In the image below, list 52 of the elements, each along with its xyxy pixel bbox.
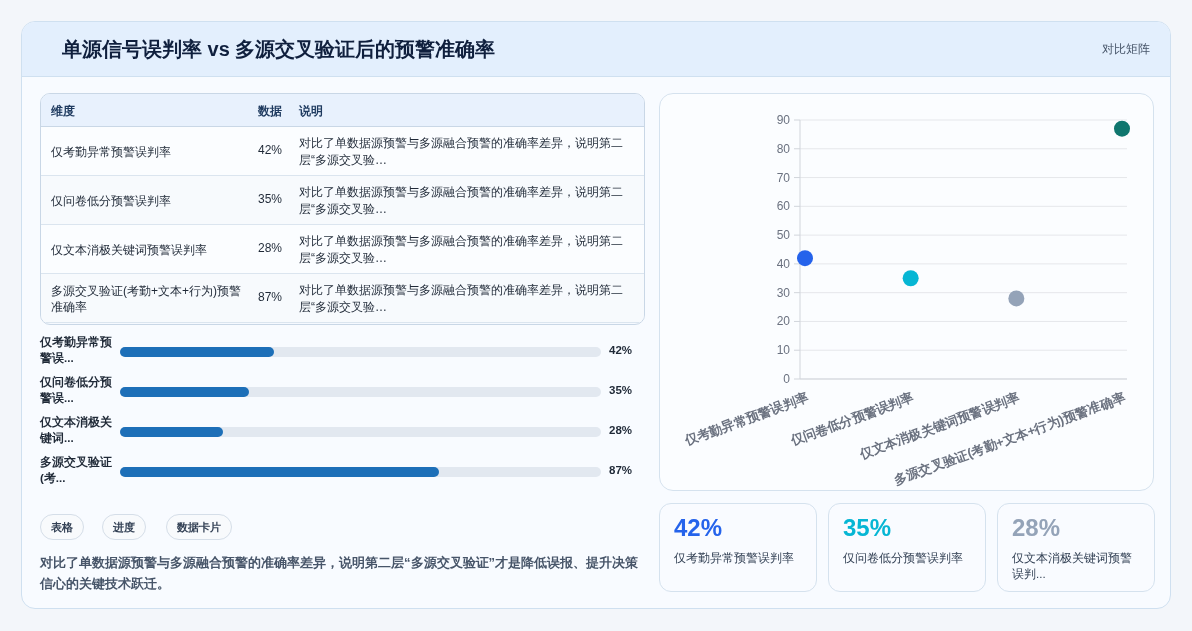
y-tick-label: 30 — [776, 285, 791, 300]
category-label: 仅问卷低分预警误... — [40, 376, 112, 404]
category-label: 仅问卷低分预警误判率 — [51, 192, 172, 210]
text: 单源信号误判率 vs 多源交叉验证后的预警准确率 — [62, 37, 496, 62]
text: 数据卡片 — [166, 514, 232, 540]
text: 对比了单数据源预警与多源融合预警的准确率差异，说明第二层“多源交叉验… — [299, 184, 624, 218]
text: 28% — [1012, 514, 1061, 541]
data-label: 87% — [609, 464, 633, 476]
category-label: 仅文本消极关键词预警误判... — [1012, 551, 1133, 582]
y-tick-label: 70 — [776, 170, 791, 185]
text: 表格 — [40, 514, 84, 540]
text: 维度 — [51, 103, 75, 120]
y-tick-label: 20 — [776, 314, 791, 329]
text: 87% — [258, 290, 283, 304]
category-label: 仅文本消极关键词预警误判率 — [51, 241, 208, 259]
data-label: 35% — [609, 384, 633, 396]
text: 对比了单数据源预警与多源融合预警的准确率差异，说明第二层“多源交叉验… — [299, 282, 624, 316]
category-label: 仅考勤异常预警误判率 — [51, 143, 172, 161]
category-label: 仅考勤异常预警误判率 — [674, 551, 795, 566]
point — [797, 250, 813, 267]
y-tick-label: 40 — [776, 256, 791, 271]
category-label: 仅文本消极关键词... — [40, 416, 112, 444]
text: 42% — [258, 143, 283, 157]
text: 对比了单数据源预警与多源融合预警的准确率差异，说明第二层“多源交叉验证”才是降低误报、提升决策信心的关键技术跃迁。 — [40, 554, 639, 593]
text: 对比了单数据源预警与多源融合预警的准确率差异，说明第二层“多源交叉验… — [299, 135, 624, 169]
bar — [120, 427, 223, 437]
y-tick-label: 80 — [776, 141, 791, 156]
point — [902, 270, 919, 287]
category-label: 多源交叉验证(考... — [40, 456, 112, 484]
y-tick-label: 10 — [776, 343, 791, 358]
text: 对比了单数据源预警与多源融合预警的准确率差异，说明第二层“多源交叉验… — [299, 233, 624, 267]
text: 对比矩阵 — [1102, 41, 1150, 58]
y-tick-label: 90 — [776, 113, 791, 127]
bar — [120, 347, 275, 357]
y-tick-label: 50 — [776, 228, 791, 243]
text: 42% — [674, 514, 723, 541]
text: 35% — [258, 192, 283, 206]
category-label: 多源交叉验证(考勤+文本+行为)预警准确率 — [51, 282, 242, 316]
text: 数据 — [258, 103, 282, 120]
text: 说明 — [299, 103, 323, 120]
category-label: 仅问卷低分预警误判率 — [843, 551, 964, 566]
point — [1008, 290, 1025, 307]
data-label: 42% — [609, 344, 633, 356]
y-tick-label: 60 — [776, 199, 791, 214]
text: 35% — [843, 514, 892, 541]
category-label: 仅考勤异常预警误... — [40, 336, 112, 364]
y-tick-label: 0 — [783, 372, 791, 386]
text: 28% — [258, 241, 283, 255]
text: 进度 — [102, 514, 146, 540]
point — [1114, 120, 1130, 137]
data-label: 28% — [609, 424, 633, 436]
bar — [120, 387, 249, 397]
